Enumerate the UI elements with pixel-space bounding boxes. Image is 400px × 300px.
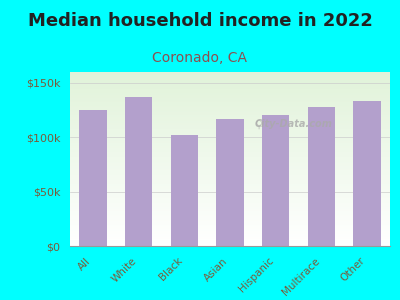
Text: City-Data.com: City-Data.com [255,119,333,129]
Bar [216,119,244,246]
Text: Coronado, CA: Coronado, CA [152,51,248,65]
Bar [354,101,381,246]
Bar [262,116,290,246]
Text: ⚲: ⚲ [255,119,263,129]
Bar [308,107,335,246]
Bar [170,135,198,246]
Bar [125,97,152,246]
Bar [79,110,106,246]
Text: Median household income in 2022: Median household income in 2022 [28,12,372,30]
